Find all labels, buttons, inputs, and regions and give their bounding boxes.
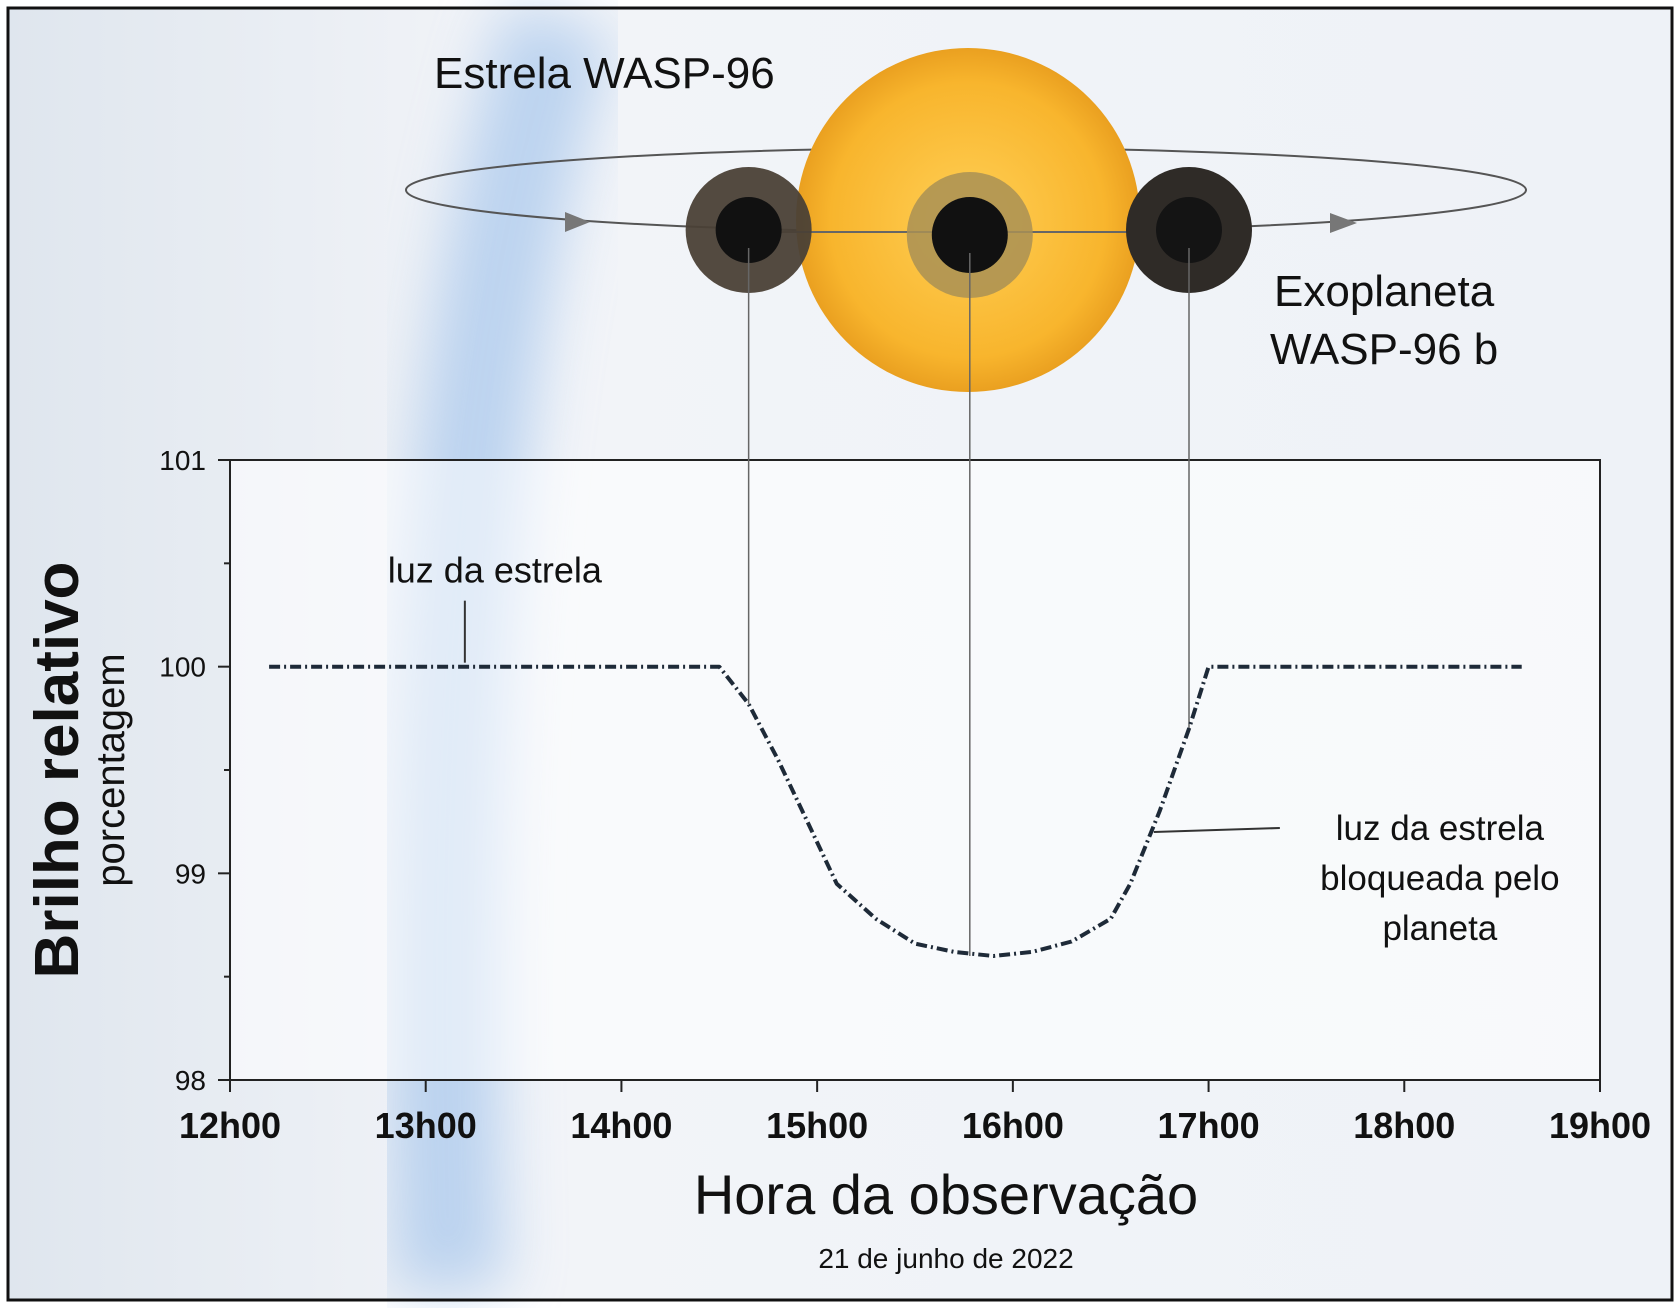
- y-tick-label: 100: [159, 652, 206, 683]
- x-tick-label: 14h00: [570, 1105, 672, 1146]
- x-tick-label: 17h00: [1158, 1105, 1260, 1146]
- annotation-blocked-light-pointer: [1153, 827, 1280, 833]
- y-tick-label: 99: [175, 858, 206, 889]
- annotation-blocked-light-line1: luz da estrela: [1336, 809, 1545, 848]
- y-axis-label: Brilho relativo: [23, 562, 92, 979]
- x-axis-label: Hora da observação: [694, 1163, 1198, 1226]
- transit-illustration: Estrela WASP-96 Exoplaneta WASP-96 b: [405, 48, 1527, 392]
- annotation-blocked-light-line2: bloqueada pelo: [1320, 859, 1559, 898]
- planet-label-line1: Exoplaneta: [1274, 267, 1495, 316]
- annotation-star-light: luz da estrela: [388, 550, 603, 591]
- planet-label-line2: WASP-96 b: [1270, 325, 1498, 374]
- y-axis: 98 99 100 101: [159, 445, 230, 1096]
- x-tick-label: 18h00: [1353, 1105, 1455, 1146]
- planet-ingress: [715, 197, 782, 263]
- annotation-blocked-light-line3: planeta: [1382, 909, 1497, 948]
- y-tick-label: 101: [159, 445, 206, 476]
- transit-guide-lines: [747, 248, 1190, 956]
- outer-frame: [6, 6, 1674, 1302]
- x-tick-label: 15h00: [766, 1105, 868, 1146]
- x-tick-label: 16h00: [962, 1105, 1064, 1146]
- x-axis-sublabel: 21 de junho de 2022: [818, 1243, 1073, 1274]
- x-tick-label: 19h00: [1549, 1105, 1651, 1146]
- y-axis-unit: porcentagem: [89, 653, 133, 886]
- plot-area: [229, 459, 1601, 1081]
- light-curve-chart: 98 99 100 101 12h00 13h00 14h00 15h00 16h00 17h0…: [23, 248, 1651, 1274]
- orbit-arrow-right: [1330, 213, 1357, 233]
- x-tick-label: 13h00: [375, 1105, 477, 1146]
- x-tick-label: 12h00: [179, 1105, 281, 1146]
- x-axis: 12h00 13h00 14h00 15h00 16h00 17h00 18h00 19h00: [179, 1080, 1651, 1146]
- planet-mid: [931, 197, 1008, 273]
- planet-egress: [1156, 197, 1222, 263]
- star-label: Estrela WASP-96: [434, 49, 775, 98]
- y-tick-label: 98: [175, 1065, 206, 1096]
- light-curve-series: [269, 664, 1522, 958]
- orbit-arrow-left: [565, 212, 590, 232]
